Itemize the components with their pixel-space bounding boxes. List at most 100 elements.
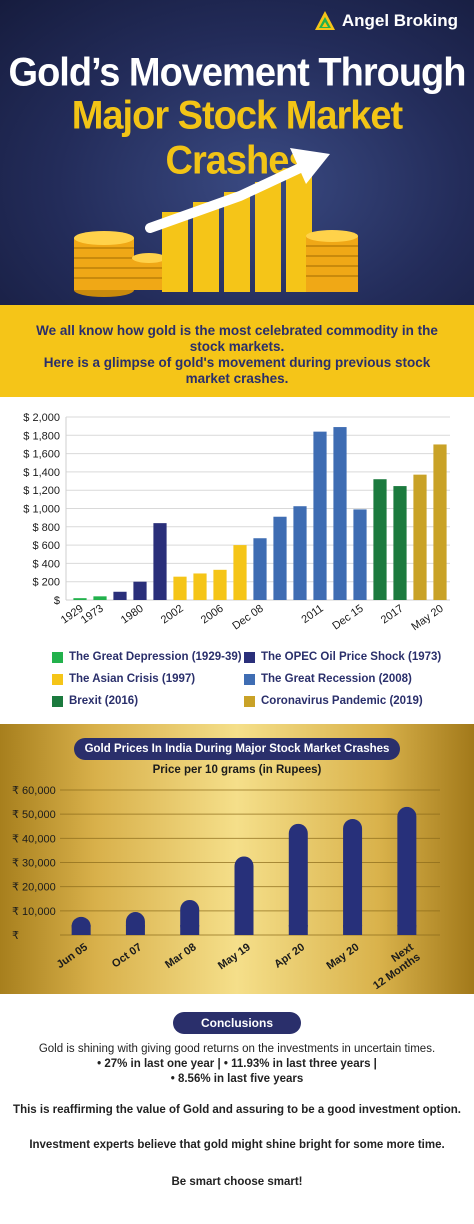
coin-stack-left-icon	[74, 231, 134, 297]
y-tick-label: $ 200	[32, 577, 60, 589]
y-tick-label: ₹ 60,000	[12, 785, 56, 797]
x-tick-label: Jun 05	[55, 941, 90, 971]
y-tick-label: ₹	[12, 930, 19, 942]
gold-usd-chart-panel: $ $ 200 $ 400 $ 600 $ 800 $ 1,000 $ 1,200 $ 1,4…	[0, 397, 474, 722]
bar	[133, 581, 147, 600]
x-tick-label: 2017	[379, 603, 406, 627]
x-tick-text: Mar 08	[163, 941, 198, 971]
y-tick-label: $ 1,000	[23, 504, 60, 516]
page-title-line1: Gold’s Movement Through	[8, 50, 467, 96]
conclusions-line2: • 27% in last one year | • 11.93% in las…	[97, 1058, 377, 1070]
legend-label: The Asian Crisis (1997)	[69, 673, 196, 685]
intro-line1: We all know how gold is the most celebra…	[36, 323, 438, 338]
gold-usd-bar-chart: $ $ 200 $ 400 $ 600 $ 800 $ 1,000 $ 1,200 $ 1,4…	[23, 412, 450, 634]
header-banner: Angel Broking Gold’s Movement Through Ma…	[0, 0, 474, 305]
legend-swatch	[244, 695, 255, 707]
bar	[234, 856, 254, 935]
x-tick-label: Dec 15	[330, 603, 365, 633]
bar-base	[343, 925, 363, 935]
bar	[397, 806, 417, 935]
x-tick-label: May 20	[409, 603, 445, 634]
conclusions-line3: • 8.56% in last five years	[170, 1073, 304, 1085]
legend-swatch	[52, 673, 63, 685]
brand-logo: Angel Broking	[314, 10, 458, 32]
gold-inr-bar-chart: ₹ ₹ 10,000 ₹ 20,000 ₹ 30,000 ₹ 40,000 ₹ 50,00…	[12, 785, 440, 992]
conclusions-line5: Investment experts believe that gold mig…	[29, 1139, 445, 1151]
x-tick-label: 2011	[299, 603, 325, 626]
x-tick-text: Jun 05	[55, 941, 90, 971]
bar	[73, 598, 87, 600]
bar	[373, 479, 387, 600]
x-tick-label: Apr 20	[272, 941, 307, 970]
brand-name: Angel Broking	[341, 11, 458, 30]
bar	[343, 819, 363, 935]
legend-item-great-recession: The Great Recession (2008)	[244, 673, 412, 685]
bar	[273, 516, 287, 600]
x-tick-label: May 20	[324, 941, 361, 972]
x-tick-label: 2002	[159, 603, 186, 627]
legend-label: Brexit (2016)	[69, 695, 139, 707]
bar	[288, 823, 308, 935]
y-tick-label: ₹ 20,000	[12, 882, 56, 894]
gold-inr-chart-panel: Gold Prices In India During Major Stock …	[0, 724, 474, 994]
legend-label: The OPEC Oil Price Shock (1973)	[261, 651, 442, 663]
y-tick-label: $ 800	[32, 522, 60, 534]
conclusions-line6: Be smart choose smart!	[171, 1176, 303, 1188]
bar	[313, 431, 327, 600]
legend-item-opec: The OPEC Oil Price Shock (1973)	[244, 651, 441, 663]
conclusions-badge: Conclusions	[173, 1012, 301, 1034]
legend-swatch	[244, 651, 255, 663]
legend-label: Coronavirus Pandemic (2019)	[261, 695, 423, 707]
bar	[433, 444, 447, 600]
x-tick-label: Dec 08	[230, 603, 265, 633]
x-tick-label: 1980	[119, 603, 146, 627]
x-tick-label: Mar 08	[163, 941, 198, 971]
legend-item-asian: The Asian Crisis (1997)	[52, 673, 195, 685]
conclusions-line4: This is reaffirming the value of Gold an…	[13, 1104, 461, 1116]
y-tick-label: $ 400	[32, 558, 60, 570]
x-tick-label: May 19	[216, 941, 253, 972]
legend-item-great-depression: The Great Depression (1929-39)	[52, 651, 242, 663]
rising-bars-icon	[162, 172, 312, 292]
intro-line3: Here is a glimpse of gold's movement dur…	[43, 355, 431, 370]
bar	[333, 427, 347, 600]
x-tick-label: 1973	[79, 603, 106, 627]
legend-item-coronavirus: Coronavirus Pandemic (2019)	[244, 695, 423, 707]
bar	[213, 569, 227, 600]
y-tick-label: ₹ 10,000	[12, 906, 56, 918]
x-tick-text: May 19	[216, 941, 253, 972]
x-tick-label: Oct 07	[110, 941, 144, 970]
bar-base	[288, 925, 308, 935]
chart2-subtitle: Price per 10 grams (in Rupees)	[152, 764, 322, 776]
y-tick-label: $ 2,000	[23, 412, 60, 424]
bar	[393, 486, 407, 600]
up-arrow-icon	[145, 148, 330, 233]
intro-line4: market crashes.	[185, 371, 289, 386]
y-tick-label: $ 600	[32, 540, 60, 552]
coin-stack-right-icon	[306, 230, 358, 292]
chart2-title: Gold Prices In India During Major Stock …	[74, 738, 400, 760]
bar	[293, 506, 307, 600]
legend-label: The Great Depression (1929-39)	[69, 651, 242, 663]
legend-swatch	[52, 651, 63, 663]
y-tick-label: $ 1,400	[23, 467, 60, 479]
bar	[93, 596, 107, 600]
intro-line2: stock markets.	[189, 339, 285, 354]
bar-base	[180, 925, 200, 935]
y-tick-label: $ 1,200	[23, 485, 60, 497]
x-tick-label: 2006	[199, 603, 226, 627]
y-tick-label: ₹ 30,000	[12, 858, 56, 870]
gold-growth-illustration	[74, 148, 358, 297]
bar	[233, 545, 247, 600]
bar	[173, 576, 187, 600]
y-tick-label: ₹ 40,000	[12, 833, 56, 845]
y-tick-label: ₹ 50,000	[12, 809, 56, 821]
bar	[193, 573, 207, 600]
coin-stack-mid-icon	[132, 253, 166, 290]
angel-logo-icon	[314, 11, 335, 30]
y-tick-label: $ 1,800	[23, 430, 60, 442]
y-tick-label: $	[54, 595, 60, 607]
x-tick-text: Apr 20	[272, 941, 307, 970]
legend-swatch	[52, 695, 63, 707]
